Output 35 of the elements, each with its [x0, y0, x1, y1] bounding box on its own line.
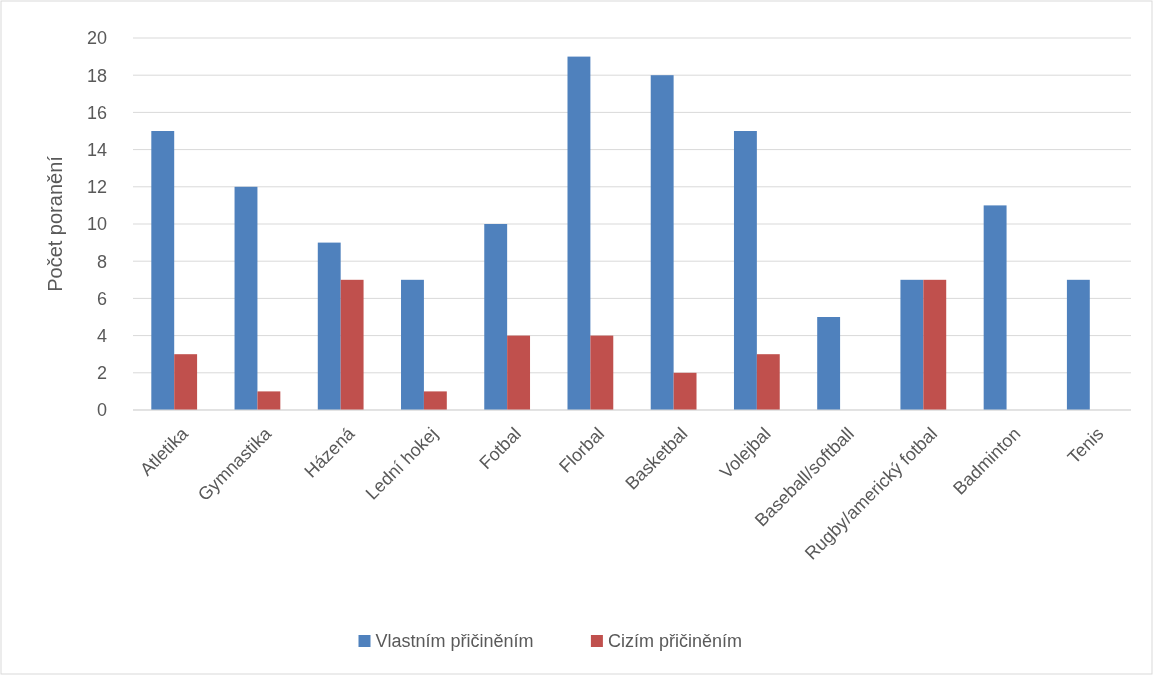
y-tick-label: 18	[86, 65, 107, 86]
y-tick-label: 2	[96, 363, 107, 384]
bar	[401, 279, 424, 410]
bar	[151, 131, 175, 410]
y-tick-label: 8	[96, 251, 107, 272]
bar	[484, 224, 508, 410]
y-tick-label: 14	[86, 139, 107, 160]
y-tick-label: 20	[86, 28, 107, 49]
bar	[590, 335, 614, 410]
bar	[340, 279, 364, 410]
bar	[257, 391, 281, 410]
y-tick-label: 6	[96, 288, 107, 309]
bar	[650, 75, 674, 410]
bar	[234, 186, 258, 410]
bar	[756, 354, 780, 410]
bar	[923, 279, 947, 410]
y-tick-label: 10	[86, 214, 107, 235]
bar	[1066, 279, 1090, 410]
y-tick-label: 4	[96, 325, 107, 346]
y-tick-label: 16	[86, 102, 107, 123]
bar	[174, 354, 198, 410]
bar	[567, 56, 591, 410]
y-tick-label: 0	[96, 400, 107, 421]
bar	[423, 391, 447, 410]
bar	[673, 372, 697, 410]
legend-label: Vlastním přičiněním	[375, 631, 534, 652]
bar	[900, 279, 924, 410]
bar	[733, 131, 757, 410]
bar	[983, 205, 1007, 410]
bar	[507, 335, 531, 410]
bar	[817, 317, 841, 410]
y-axis-title: Počet poranění	[44, 155, 66, 292]
bar	[317, 242, 341, 410]
legend-label: Cizím přičiněním	[607, 631, 742, 652]
y-tick-label: 12	[86, 177, 107, 198]
